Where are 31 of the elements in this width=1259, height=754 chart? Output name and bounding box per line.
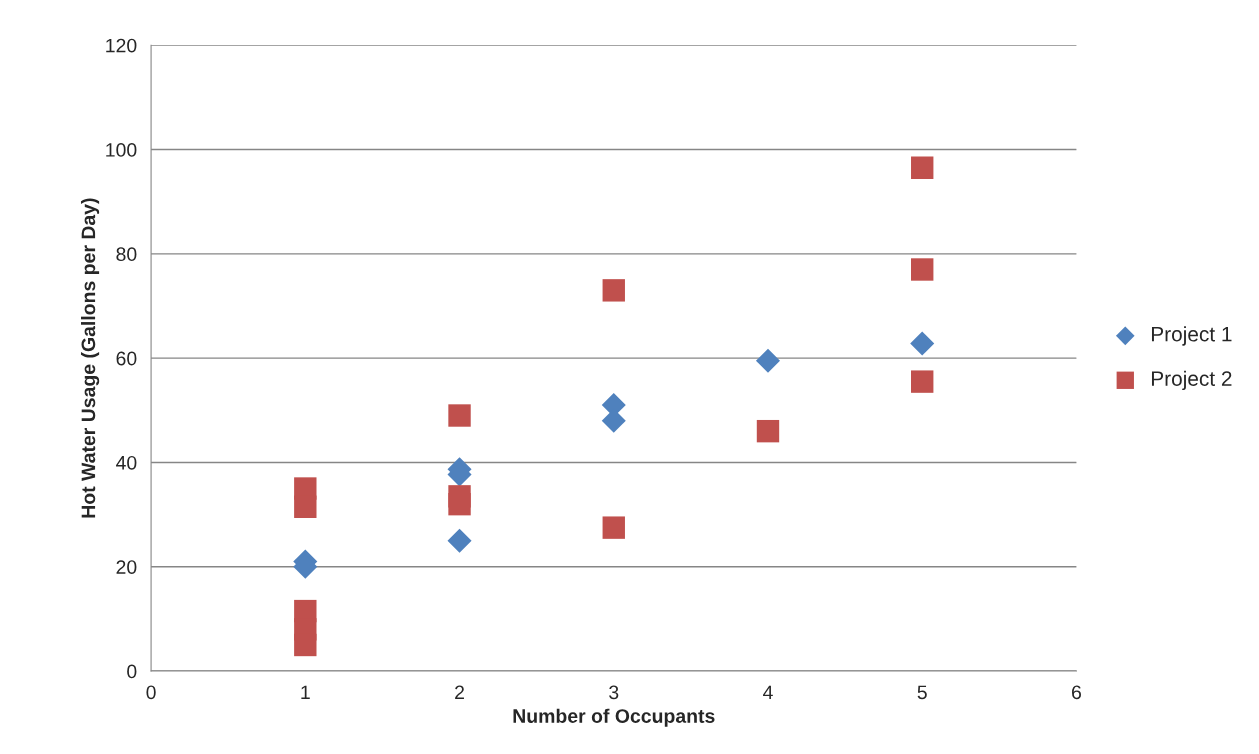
point [755, 348, 781, 373]
x-tick-label: 5 [917, 685, 927, 700]
point [448, 492, 471, 516]
x-tick-label: 4 [763, 685, 773, 700]
x-tick-label: 1 [301, 685, 310, 700]
point [602, 516, 625, 539]
y-tick-label: 40 [116, 455, 137, 470]
point [602, 279, 625, 302]
y-tick-label: 120 [106, 38, 137, 53]
y-tick-label: 20 [116, 560, 137, 574]
point [448, 404, 471, 427]
y-axis-title: Hot Water Usage (Gallons per Day) [80, 198, 100, 518]
point [911, 156, 934, 179]
legend-label: Project 2 [1151, 370, 1232, 391]
legend-label: Project 1 [1151, 326, 1232, 346]
point [911, 258, 934, 281]
point [294, 495, 317, 518]
x-tick-label: 3 [609, 685, 619, 700]
point [447, 528, 472, 553]
point [294, 633, 317, 657]
y-tick-label: 100 [106, 143, 137, 157]
x-tick-label: 6 [1072, 685, 1081, 700]
y-tick-label: 60 [116, 351, 137, 366]
point [910, 331, 935, 356]
x-axis-title: Number of Occupants [513, 708, 715, 727]
x-tick-label: 2 [455, 685, 464, 700]
point [911, 370, 934, 393]
point [756, 419, 780, 443]
x-tick-label: 0 [146, 685, 156, 700]
y-tick-label: 80 [116, 247, 137, 262]
y-tick-label: 0 [127, 664, 137, 679]
